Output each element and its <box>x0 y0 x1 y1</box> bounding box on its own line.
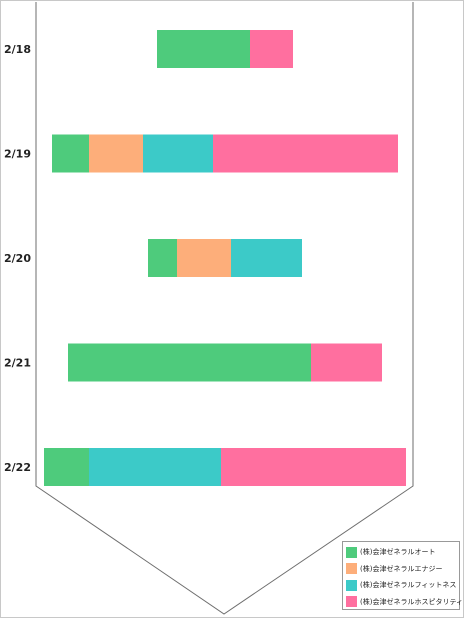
bar-segment <box>177 239 231 277</box>
category-label: 2/19 <box>4 148 31 161</box>
legend-item: (株)会津ゼネラルエナジー <box>346 562 442 576</box>
bar-segment <box>148 239 177 277</box>
category-label: 2/18 <box>4 43 31 56</box>
category-label: 2/22 <box>4 461 31 474</box>
legend-swatch <box>346 596 357 607</box>
legend-swatch <box>346 546 357 558</box>
bar-segment <box>52 134 89 173</box>
bar-segment <box>68 343 311 382</box>
bar-segment <box>311 343 382 382</box>
bar-segment <box>89 448 221 486</box>
legend-item: (株)会津ゼネラルホスピタリティ <box>346 595 463 609</box>
category-label: 2/20 <box>4 252 31 265</box>
legend-label: (株)会津ゼネラルフィットネス <box>360 581 457 589</box>
legend-label: (株)会津ゼネラルホスピタリティ <box>360 597 464 606</box>
legend: (株)会津ゼネラルオート (株)会津ゼネラルエナジー (株)会津ゼネラルフィットネス… <box>342 541 463 610</box>
legend-item: (株)会津ゼネラルフィットネス <box>346 578 456 592</box>
legend-swatch <box>346 579 357 591</box>
category-label: 2/21 <box>4 357 31 370</box>
bar-segment <box>221 448 406 486</box>
bar-segment <box>231 239 302 277</box>
bar-segment <box>143 134 213 173</box>
legend-label: (株)会津ゼネラルエナジー <box>360 564 443 573</box>
bar-segment <box>44 448 89 486</box>
funnel-outline <box>35 2 414 615</box>
bar-segment <box>213 134 398 173</box>
legend-item: (株)会津ゼネラルオート <box>346 545 435 559</box>
bar-segment <box>157 30 250 68</box>
legend-label: (株)会津ゼネラルオート <box>360 548 436 556</box>
bar-segment <box>89 134 143 173</box>
legend-swatch <box>346 563 357 574</box>
bar-segment <box>250 30 293 68</box>
